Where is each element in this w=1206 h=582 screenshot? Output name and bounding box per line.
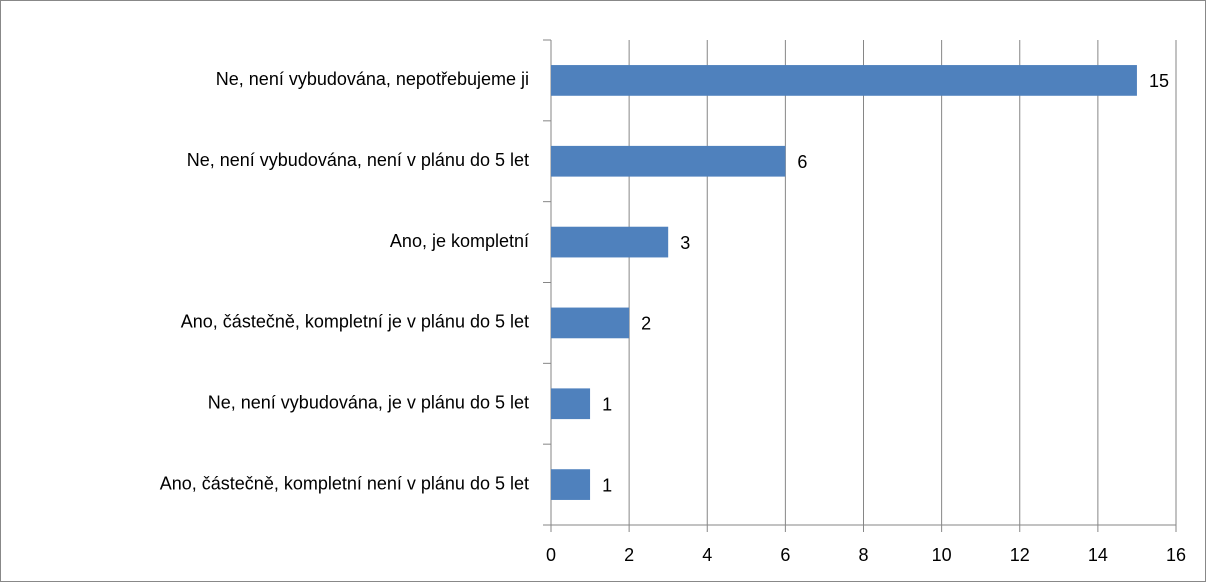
y-tick-label: Ne, není vybudována, je v plánu do 5 let	[208, 393, 529, 413]
y-tick-label: Ano, částečně, kompletní není v plánu do…	[160, 473, 529, 493]
x-tick-label: 10	[932, 545, 952, 565]
y-tick-label: Ano, je kompletní	[390, 231, 529, 251]
bar	[551, 388, 591, 420]
bar	[551, 65, 1137, 96]
bar	[551, 145, 786, 177]
data-label: 6	[797, 152, 807, 172]
data-label: 1	[602, 475, 612, 495]
bar	[551, 226, 669, 258]
y-tick-label: Ne, není vybudována, nepotřebujeme ji	[216, 69, 529, 89]
x-tick-label: 6	[780, 545, 790, 565]
x-tick-label: 8	[858, 545, 868, 565]
data-label: 3	[680, 233, 690, 253]
x-tick-label: 4	[702, 545, 712, 565]
x-tick-label: 0	[546, 545, 556, 565]
x-tick-label: 14	[1088, 545, 1108, 565]
data-label: 1	[602, 395, 612, 415]
data-label: 2	[641, 314, 651, 334]
y-tick-label: Ano, částečně, kompletní je v plánu do 5…	[181, 312, 529, 332]
y-tick-label: Ne, není vybudována, není v plánu do 5 l…	[187, 150, 529, 170]
x-tick-label: 2	[624, 545, 634, 565]
x-tick-label: 16	[1166, 545, 1186, 565]
bar	[551, 307, 630, 339]
bar	[551, 469, 591, 500]
data-label: 15	[1149, 71, 1169, 91]
x-tick-label: 12	[1010, 545, 1030, 565]
